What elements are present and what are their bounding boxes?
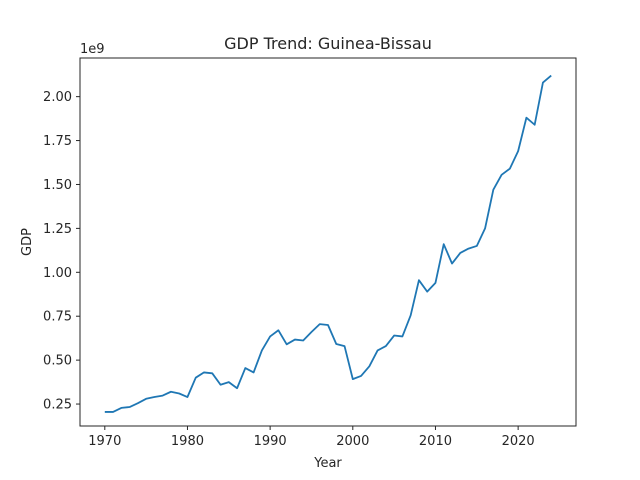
x-tick-label: 2010 xyxy=(419,434,452,449)
y-tick-label: 1.75 xyxy=(43,134,72,149)
x-tick-label: 2020 xyxy=(502,434,535,449)
x-tick-label: 1980 xyxy=(171,434,204,449)
y-tick-label: 0.50 xyxy=(43,354,72,369)
x-tick-label: 1990 xyxy=(254,434,287,449)
y-tick-label: 2.00 xyxy=(43,90,72,105)
y-offset-label: 1e9 xyxy=(80,42,105,57)
x-tick-label: 1970 xyxy=(88,434,121,449)
x-axis-label: Year xyxy=(313,456,342,471)
gdp-series-line xyxy=(104,74,552,413)
x-tick-label: 2000 xyxy=(336,434,369,449)
x-axis-ticks: 1970 1980 1990 2000 2010 2020 xyxy=(88,426,535,449)
y-tick-label: 1.00 xyxy=(43,266,72,281)
y-tick-label: 1.25 xyxy=(43,222,72,237)
chart-title: GDP Trend: Guinea-Bissau xyxy=(224,34,432,53)
y-tick-label: 0.75 xyxy=(43,310,72,325)
y-tick-label: 1.50 xyxy=(43,178,72,193)
y-axis-label: GDP xyxy=(20,228,35,256)
y-axis-ticks: 0.25 0.50 0.75 1.00 1.25 1.50 1.75 2.00 xyxy=(43,90,80,413)
plot-frame xyxy=(79,57,577,427)
y-tick-label: 0.25 xyxy=(43,398,72,413)
